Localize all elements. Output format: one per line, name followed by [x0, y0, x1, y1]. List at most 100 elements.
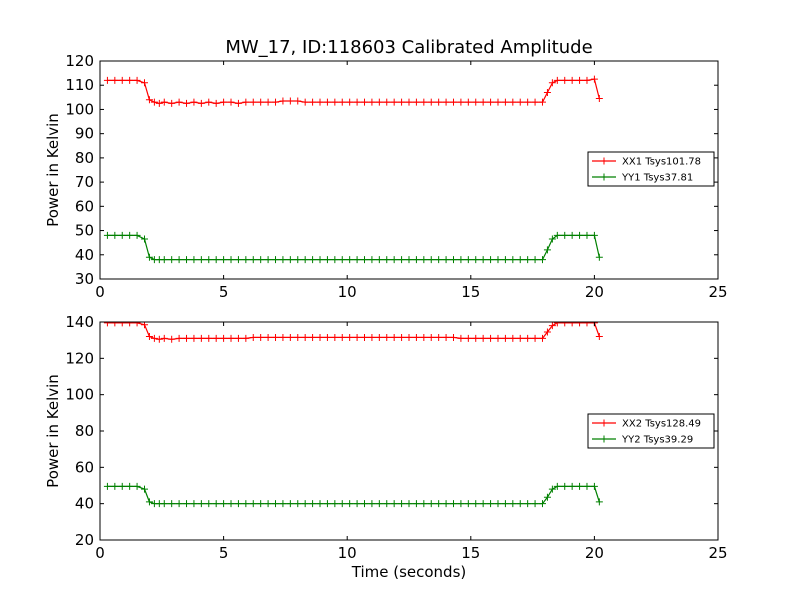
data-point	[479, 98, 487, 106]
data-point	[257, 333, 265, 341]
data-point	[576, 76, 584, 84]
data-point	[435, 256, 443, 264]
data-point	[509, 98, 517, 106]
data-point	[279, 333, 287, 341]
data-point	[398, 500, 406, 508]
data-point	[479, 256, 487, 264]
data-point	[323, 256, 331, 264]
data-point	[487, 98, 495, 106]
data-point	[242, 334, 250, 342]
data-point	[538, 98, 546, 106]
data-point	[568, 482, 576, 490]
data-point	[595, 253, 603, 261]
data-point	[111, 322, 119, 327]
data-point	[427, 256, 435, 264]
data-point	[353, 333, 361, 341]
data-point	[457, 500, 465, 508]
data-point	[234, 256, 242, 264]
data-point	[464, 500, 472, 508]
data-point	[353, 256, 361, 264]
data-point	[227, 98, 235, 106]
data-point	[249, 500, 257, 508]
data-point	[568, 76, 576, 84]
data-point	[309, 98, 317, 106]
y-tick-label: 40	[75, 246, 94, 264]
data-point	[383, 333, 391, 341]
data-point	[234, 99, 242, 107]
data-point	[568, 322, 576, 327]
data-point	[175, 334, 183, 342]
data-point	[272, 256, 280, 264]
data-point	[331, 500, 339, 508]
data-point	[140, 485, 148, 493]
data-point	[212, 500, 220, 508]
data-point	[294, 97, 302, 105]
series-line-0-1	[107, 234, 600, 261]
x-tick-label: 5	[219, 544, 229, 562]
data-point	[405, 500, 413, 508]
data-point	[286, 256, 294, 264]
data-point	[509, 500, 517, 508]
y-tick-label: 140	[65, 313, 94, 331]
data-point	[561, 322, 569, 327]
data-point	[442, 256, 450, 264]
data-point	[543, 493, 551, 501]
data-point	[183, 500, 191, 508]
legend-entry: YY2 Tsys39.29	[621, 435, 693, 446]
data-point	[190, 334, 198, 342]
data-point	[145, 333, 153, 341]
data-point	[338, 500, 346, 508]
data-point	[590, 482, 598, 490]
data-point	[103, 76, 111, 84]
data-point	[234, 500, 242, 508]
x-tick-label: 0	[95, 544, 105, 562]
data-point	[227, 500, 235, 508]
data-point	[175, 256, 183, 264]
data-point	[212, 256, 220, 264]
data-point	[316, 500, 324, 508]
data-point	[353, 500, 361, 508]
data-point	[548, 235, 556, 243]
data-point	[479, 500, 487, 508]
data-point	[509, 334, 517, 342]
data-point	[494, 500, 502, 508]
data-point	[294, 256, 302, 264]
data-point	[590, 75, 598, 83]
data-point	[272, 333, 280, 341]
data-point	[531, 256, 539, 264]
data-point	[323, 333, 331, 341]
data-point	[133, 482, 141, 490]
data-point	[538, 500, 546, 508]
data-point	[242, 256, 250, 264]
data-point	[383, 500, 391, 508]
x-tick-label: 15	[461, 283, 480, 301]
data-point	[133, 322, 141, 327]
data-point	[548, 79, 556, 87]
data-point	[338, 256, 346, 264]
data-point	[464, 334, 472, 342]
data-point	[301, 256, 309, 264]
data-point	[543, 88, 551, 96]
data-point	[435, 333, 443, 341]
data-point	[427, 98, 435, 106]
data-point	[368, 500, 376, 508]
data-point	[249, 98, 257, 106]
data-point	[294, 333, 302, 341]
data-point	[553, 76, 561, 84]
data-point	[183, 99, 191, 107]
data-point	[118, 482, 126, 490]
data-point	[494, 334, 502, 342]
data-point	[472, 500, 480, 508]
data-point	[524, 256, 532, 264]
data-point	[464, 256, 472, 264]
data-point	[309, 333, 317, 341]
data-point	[111, 482, 119, 490]
data-point	[309, 500, 317, 508]
data-point	[160, 98, 168, 106]
data-point	[264, 256, 272, 264]
data-point	[227, 256, 235, 264]
axes-frame	[99, 60, 719, 280]
x-tick-label: 20	[585, 544, 604, 562]
data-point	[155, 99, 163, 107]
y-tick-label: 70	[75, 173, 94, 191]
